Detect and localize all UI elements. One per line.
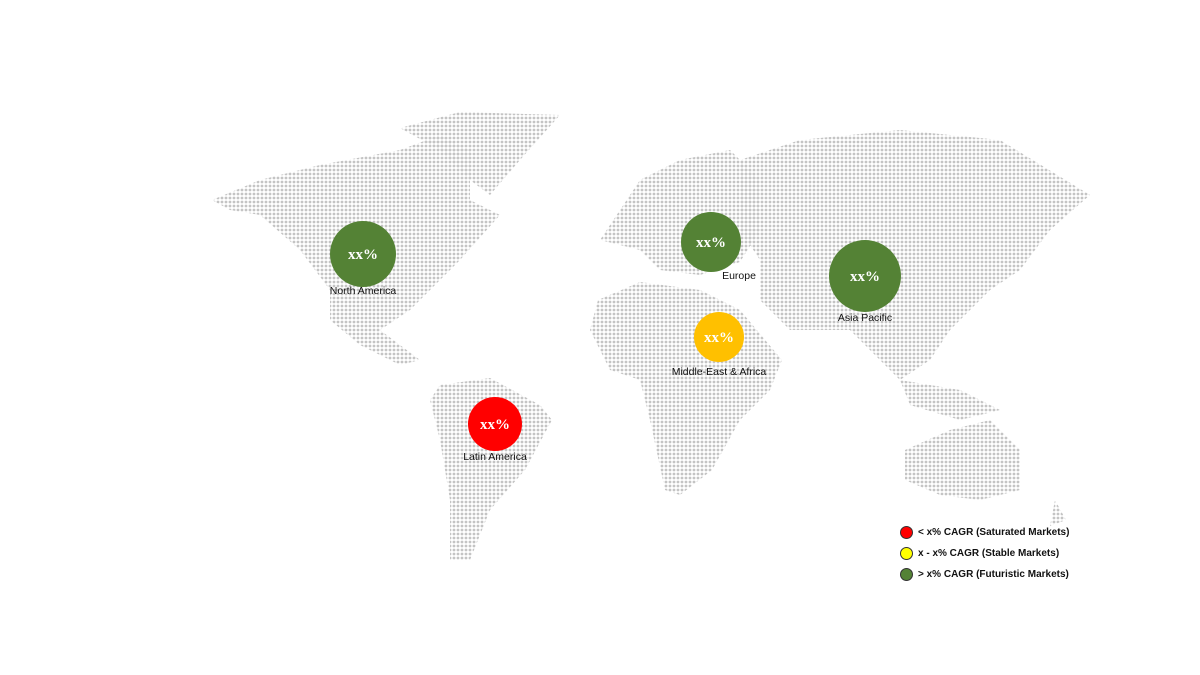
region-label: North America	[330, 285, 397, 297]
bubble-value: xx%	[480, 417, 510, 433]
region-label: Latin America	[463, 451, 527, 463]
land-asia	[740, 130, 1090, 380]
bubble-value: xx%	[696, 235, 726, 251]
region-label: Middle-East & Africa	[672, 366, 767, 378]
region-bubble	[681, 212, 741, 272]
region-label: Asia Pacific	[838, 312, 892, 324]
land-new-zealand	[1050, 500, 1066, 526]
land-southeast-asia	[900, 380, 1000, 420]
bubble-value: xx%	[348, 247, 378, 263]
region-bubble	[330, 221, 396, 287]
region-bubble	[694, 312, 744, 362]
region-bubble	[468, 397, 522, 451]
legend-label: > x% CAGR (Futuristic Markets)	[918, 569, 1069, 580]
region-label: Europe	[722, 270, 756, 282]
legend-yellow-dot	[900, 547, 913, 560]
legend-item-futuristic: > x% CAGR (Futuristic Markets)	[900, 564, 1069, 585]
legend-label: x - x% CAGR (Stable Markets)	[918, 548, 1060, 559]
legend-item-saturated: < x% CAGR (Saturated Markets)	[900, 522, 1069, 543]
region-bubble	[829, 240, 901, 312]
legend-green-dot	[900, 568, 913, 581]
legend-item-stable: x - x% CAGR (Stable Markets)	[900, 543, 1069, 564]
legend-red-dot	[900, 526, 913, 539]
bubble-value: xx%	[850, 269, 880, 285]
legend: < x% CAGR (Saturated Markets) x - x% CAG…	[900, 522, 1069, 585]
land-greenland	[400, 112, 560, 195]
land-africa	[590, 282, 782, 495]
land-australia	[905, 420, 1020, 500]
bubble-value: xx%	[704, 330, 734, 346]
legend-label: < x% CAGR (Saturated Markets)	[918, 527, 1070, 538]
